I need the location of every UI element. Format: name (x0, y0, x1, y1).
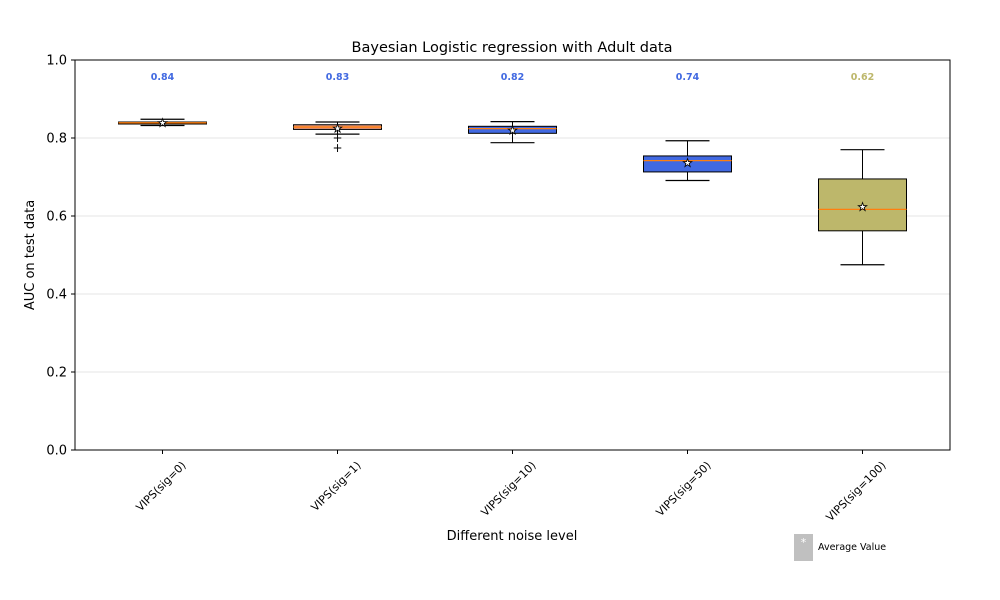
y-tick-label: 0.0 (46, 444, 67, 459)
plot-frame (74, 59, 951, 451)
box-body (818, 178, 907, 232)
y-axis: 0.0 0.2 0.4 0.6 0.8 1.0 (46, 54, 75, 459)
mean-value-label: 0.83 (326, 72, 349, 83)
flier-point: + (332, 131, 342, 145)
grid-lines (75, 137, 950, 373)
mean-value-label: 0.74 (676, 72, 700, 83)
x-tick-label: VIPS(sig=1) (309, 459, 364, 514)
box-3: ★ (468, 121, 557, 144)
x-axis-label: Different noise level (447, 529, 578, 544)
legend: * Average Value (794, 534, 886, 561)
mean-marker: ★ (158, 116, 168, 129)
box-group: ★ ★++★★★ (118, 116, 907, 266)
chart-title: Bayesian Logistic regression with Adult … (352, 40, 673, 56)
mean-marker: ★ (858, 201, 868, 214)
legend-label: Average Value (818, 542, 887, 553)
y-tick-label: 1.0 (46, 54, 67, 69)
star-icon: * (794, 534, 813, 561)
box-1: ★ (118, 116, 207, 130)
mean-marker: ★ (333, 122, 343, 135)
mean-marker: ★ (508, 124, 518, 137)
x-tick-label: VIPS(sig=10) (479, 459, 539, 519)
mean-labels: 0.84 0.83 0.82 0.74 0.62 (151, 72, 874, 83)
mean-value-label: 0.82 (501, 72, 524, 83)
mean-marker: ★ (683, 157, 693, 170)
x-tick-label: VIPS(sig=0) (134, 459, 189, 514)
y-tick-label: 0.8 (46, 132, 67, 147)
mean-value-label: 0.84 (151, 72, 175, 83)
x-axis: VIPS(sig=0) VIPS(sig=1) VIPS(sig=10) VIPS(s… (134, 450, 889, 524)
flier-point: + (332, 141, 342, 155)
x-tick-label: VIPS(sig=100) (824, 459, 889, 524)
x-tick-label: VIPS(sig=50) (654, 459, 714, 519)
mean-value-label: 0.62 (851, 72, 874, 83)
box-4: ★ (643, 140, 732, 182)
y-tick-label: 0.2 (46, 366, 67, 381)
box-2: ★++ (293, 121, 382, 155)
y-tick-label: 0.4 (46, 288, 67, 303)
y-axis-label: AUC on test data (23, 200, 38, 310)
box-5: ★ (818, 149, 907, 266)
box-body (643, 155, 732, 173)
y-tick-label: 0.6 (46, 210, 67, 225)
box-body (468, 125, 557, 134)
